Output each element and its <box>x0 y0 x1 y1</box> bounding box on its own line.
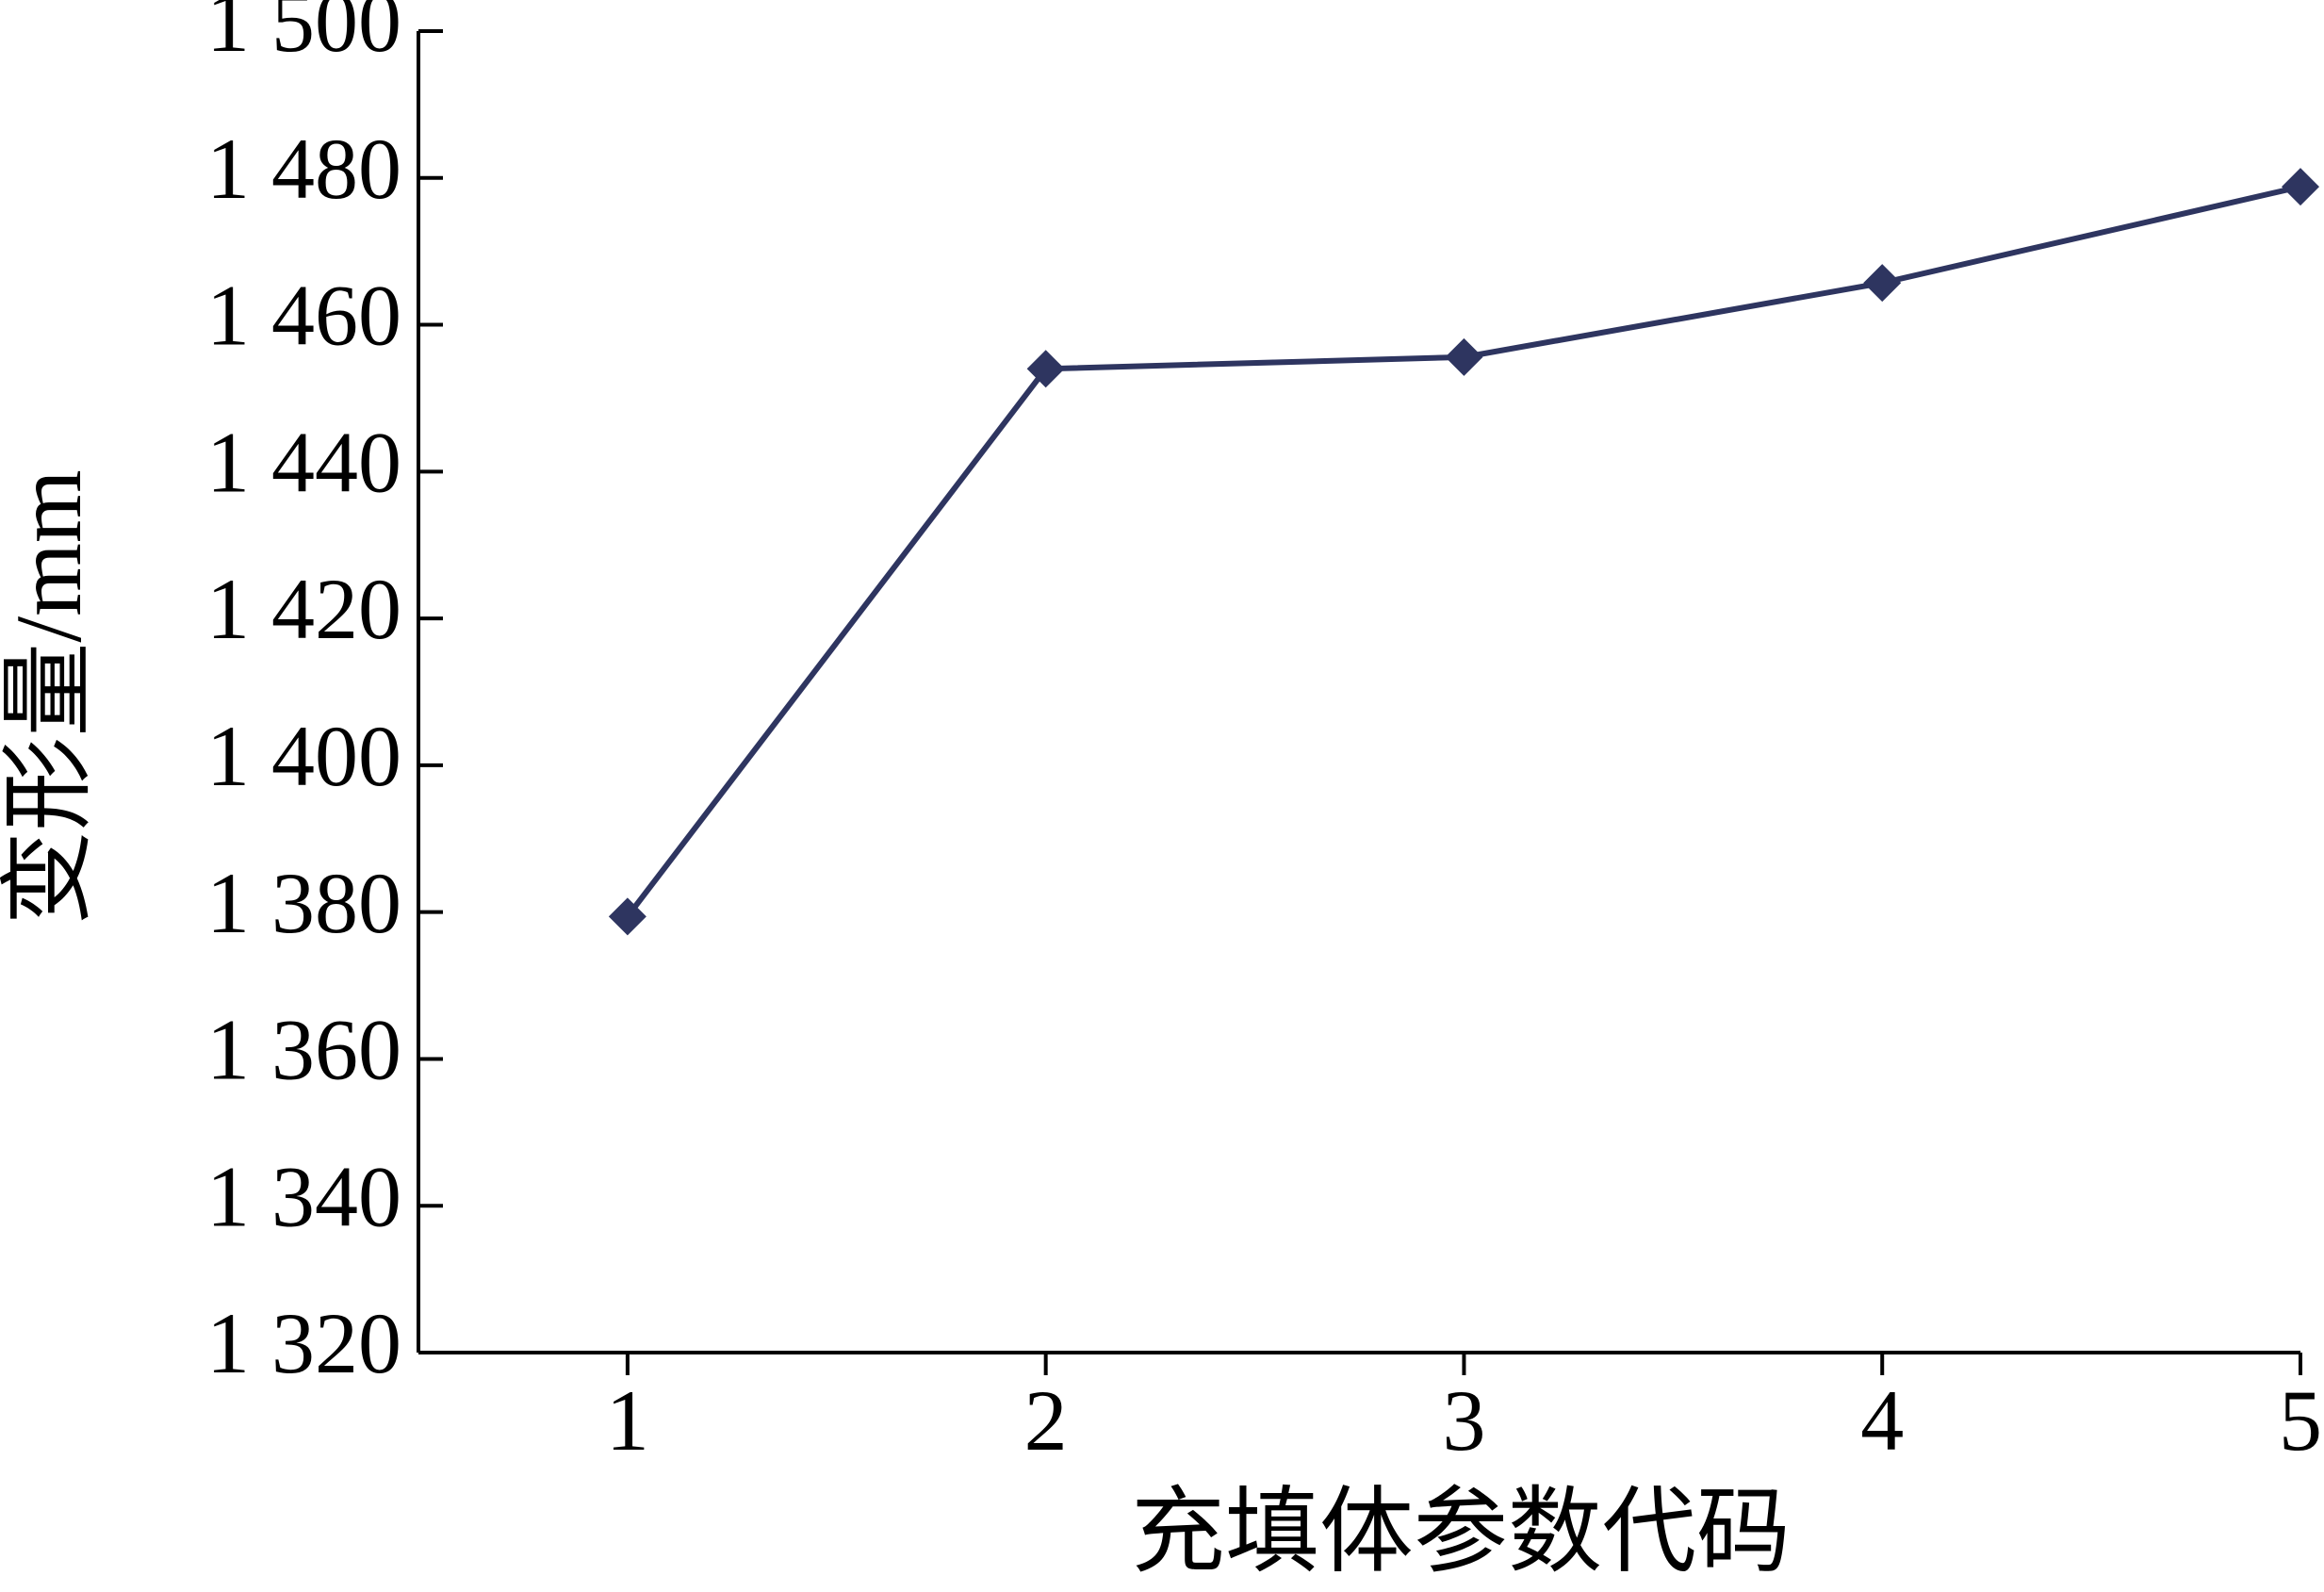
point <box>1863 264 1902 303</box>
y-tick-label: 1 340 <box>206 1148 401 1244</box>
y-tick-label: 1 380 <box>206 855 401 951</box>
x-tick-label: 3 <box>1442 1372 1485 1469</box>
point <box>1445 337 1483 376</box>
x-tick-label: 5 <box>2279 1372 2322 1469</box>
y-axis-title: 变形量/mm <box>0 469 101 925</box>
point <box>1026 350 1065 388</box>
x-axis-title: 充填体参数代码 <box>1131 1480 1791 1584</box>
x-tick-label: 2 <box>1024 1372 1068 1469</box>
y-tick-label: 1 420 <box>206 561 401 657</box>
y-tick-label: 1 320 <box>206 1295 401 1391</box>
y-tick-label: 1 360 <box>206 1002 401 1098</box>
y-tick-label: 1 480 <box>206 121 401 217</box>
y-tick-label: 1 400 <box>206 708 401 804</box>
point <box>2282 168 2319 206</box>
y-tick-label: 1 440 <box>206 414 401 510</box>
x-tick-label: 1 <box>606 1372 649 1469</box>
point <box>608 897 646 936</box>
series-line <box>625 184 2301 919</box>
y-tick-label: 1 500 <box>206 0 401 70</box>
x-tick-label: 4 <box>1860 1372 1904 1469</box>
y-tick-label: 1 460 <box>206 268 401 364</box>
